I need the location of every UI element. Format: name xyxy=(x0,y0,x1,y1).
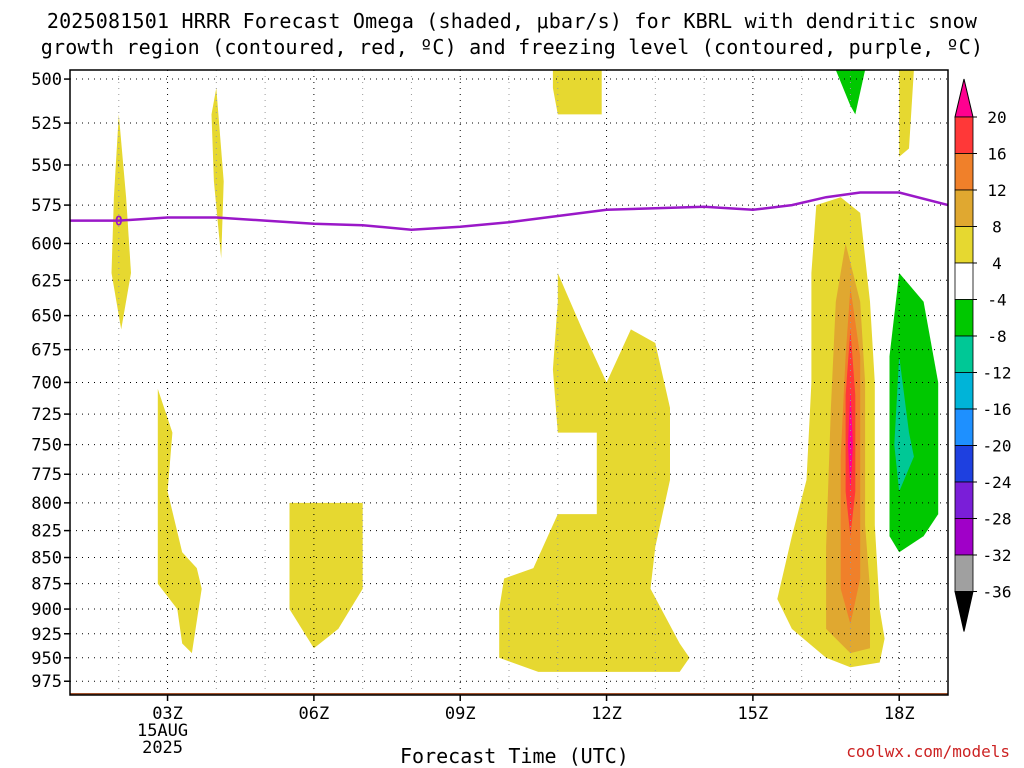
y-tick-label-550: 550 xyxy=(31,156,62,176)
omega-region-5 xyxy=(289,502,363,649)
colorbar-label-5: -4 xyxy=(987,291,1006,310)
colorbar-label-3: 8 xyxy=(992,218,1002,237)
omega-region-3 xyxy=(899,70,914,157)
colorbar-segment-7 xyxy=(954,372,974,410)
y-tick-label-900: 900 xyxy=(31,600,62,620)
colorbar-segment-5 xyxy=(954,299,974,337)
colorbar-segment-3 xyxy=(954,226,974,264)
x-year-label: 2025 xyxy=(142,738,183,758)
colorbar-segment-12 xyxy=(954,554,974,592)
colorbar-bottom-arrow xyxy=(954,591,974,632)
colorbar-segment-10 xyxy=(954,481,974,519)
colorbar-label-9: -20 xyxy=(983,437,1012,456)
omega-region-0 xyxy=(111,114,131,330)
omega-region-11 xyxy=(848,388,853,492)
y-tick-label-875: 875 xyxy=(31,575,62,595)
colorbar-segment-9 xyxy=(954,445,974,483)
omega-region-14 xyxy=(894,356,914,492)
x-axis-title: Forecast Time (UTC) xyxy=(400,744,629,768)
colorbar-label-11: -28 xyxy=(983,510,1012,529)
x-tick-label-09Z: 09Z xyxy=(445,704,476,724)
y-tick-label-525: 525 xyxy=(31,114,62,134)
y-tick-label-725: 725 xyxy=(31,405,62,425)
title-line-2: growth region (contoured, red, ºC) and f… xyxy=(40,35,984,59)
omega-region-1 xyxy=(211,88,224,259)
colorbar-label-12: -32 xyxy=(983,546,1012,565)
colorbar-segment-4 xyxy=(954,262,974,300)
y-tick-label-775: 775 xyxy=(31,465,62,485)
y-tick-label-950: 950 xyxy=(31,649,62,669)
colorbar-label-1: 16 xyxy=(987,145,1006,164)
colorbar-label-2: 12 xyxy=(987,181,1006,200)
omega-shading xyxy=(111,70,939,672)
x-tick-label-18Z: 18Z xyxy=(884,704,915,724)
y-tick-label-825: 825 xyxy=(31,522,62,542)
colorbar-label-13: -36 xyxy=(983,583,1012,602)
colorbar-label-10: -24 xyxy=(983,473,1012,492)
colorbar-segment-1 xyxy=(954,153,974,191)
colorbar-label-4: 4 xyxy=(992,254,1002,273)
y-tick-label-925: 925 xyxy=(31,625,62,645)
colorbar-label-8: -16 xyxy=(983,400,1012,419)
credit-text: coolwx.com/models xyxy=(846,742,1010,761)
y-tick-label-800: 800 xyxy=(31,494,62,514)
omega-region-2 xyxy=(552,70,602,115)
omega-region-4 xyxy=(157,388,202,654)
colorbar-segment-0 xyxy=(954,116,974,154)
freezing-level-label: 0 xyxy=(115,215,123,230)
colorbar-label-7: -12 xyxy=(983,364,1012,383)
x-tick-label-12Z: 12Z xyxy=(591,704,622,724)
colorbar-segment-11 xyxy=(954,518,974,556)
title-line-1: 2025081501 HRRR Forecast Omega (shaded, … xyxy=(46,9,978,33)
x-tick-label-06Z: 06Z xyxy=(299,704,330,724)
y-axis: 500 525 550 575 600 625 650 675 700 725 750 775 800 8… xyxy=(31,70,70,692)
y-tick-label-500: 500 xyxy=(31,70,62,90)
terrain-layer xyxy=(70,693,948,695)
colorbar-top-arrow xyxy=(954,78,974,118)
colorbar: 20 16 12 8 4 -4 -8 -12 -16 -20 -24 -28 -32 -36 xyxy=(954,78,1012,632)
y-tick-label-675: 675 xyxy=(31,341,62,361)
y-tick-label-625: 625 xyxy=(31,271,62,291)
colorbar-label-6: -8 xyxy=(987,327,1006,346)
terrain-band xyxy=(70,693,948,695)
y-tick-label-750: 750 xyxy=(31,436,62,456)
omega-region-12 xyxy=(835,70,866,115)
freezing-level-line xyxy=(70,191,948,232)
x-tick-label-03Z: 03Z xyxy=(152,704,183,724)
y-tick-label-575: 575 xyxy=(31,196,62,216)
y-tick-label-975: 975 xyxy=(31,672,62,692)
colorbar-label-0: 20 xyxy=(987,108,1006,127)
chart-title: 2025081501 HRRR Forecast Omega (shaded, … xyxy=(0,8,1024,60)
x-tick-label-15Z: 15Z xyxy=(738,704,769,724)
y-tick-label-700: 700 xyxy=(31,373,62,393)
freezing-level-layer: 0 xyxy=(70,191,948,232)
colorbar-segment-6 xyxy=(954,335,974,373)
y-tick-label-850: 850 xyxy=(31,549,62,569)
colorbar-segment-2 xyxy=(954,189,974,227)
y-tick-label-600: 600 xyxy=(31,234,62,254)
x-date-label: 15AUG xyxy=(137,721,188,741)
omega-region-6 xyxy=(499,273,690,672)
y-tick-label-650: 650 xyxy=(31,307,62,327)
colorbar-segment-8 xyxy=(954,408,974,446)
